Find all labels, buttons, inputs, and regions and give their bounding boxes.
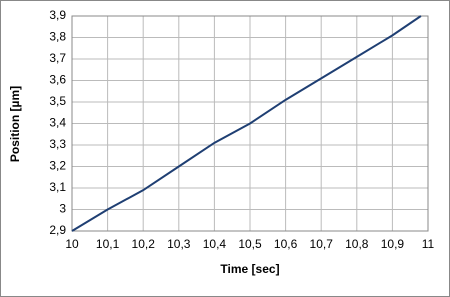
y-tick-label: 3,6: [49, 73, 66, 87]
x-tick-label: 10,8: [345, 237, 369, 251]
y-tick-label: 3,4: [49, 116, 66, 130]
x-tick-label: 10,4: [203, 237, 227, 251]
x-tick-label: 10,7: [310, 237, 334, 251]
x-tick-label: 10,5: [238, 237, 262, 251]
y-tick-label: 3,7: [49, 51, 66, 65]
y-tick-label: 3: [59, 202, 66, 216]
x-tick-label: 10: [65, 237, 79, 251]
x-axis-title: Time [sec]: [220, 262, 279, 276]
y-tick-label: 3,3: [49, 137, 66, 151]
y-tick-label: 3,9: [49, 8, 66, 22]
y-axis-title: Position [µm]: [8, 86, 22, 162]
x-tick-label: 10,3: [167, 237, 191, 251]
plot-border: [71, 15, 429, 232]
x-tick-label: 10,1: [96, 237, 120, 251]
data-line: [71, 15, 422, 232]
x-tick-label: 10,2: [132, 237, 156, 251]
x-tick-label: 11: [422, 237, 435, 251]
y-tick-label: 2,9: [49, 223, 66, 237]
y-tick-label: 3,2: [49, 159, 66, 173]
x-tick-label: 10,6: [274, 237, 298, 251]
x-tick-label: 10,9: [381, 237, 405, 251]
y-tick-label: 3,8: [49, 30, 66, 44]
y-tick-label: 3,5: [49, 94, 66, 108]
y-tick-label: 3,1: [49, 180, 66, 194]
